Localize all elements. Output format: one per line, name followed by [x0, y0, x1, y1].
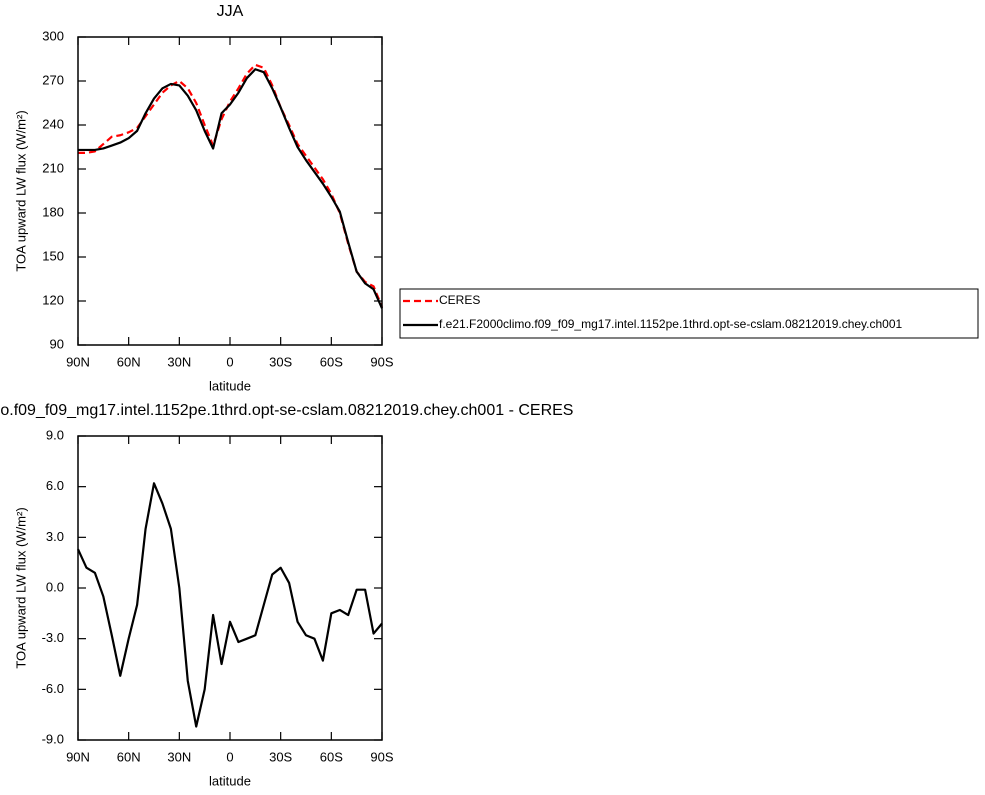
y-tick-label: 6.0: [46, 478, 64, 493]
x-tick-label: 90S: [370, 749, 393, 764]
y-tick-label: 240: [42, 116, 64, 131]
x-axis-label: latitude: [209, 378, 251, 393]
y-tick-label: 9.0: [46, 427, 64, 442]
y-axis-label: TOA upward LW flux (W/m²): [13, 110, 28, 271]
y-tick-label: -9.0: [42, 731, 64, 746]
x-tick-label: 60S: [320, 749, 343, 764]
x-tick-label: 60N: [117, 354, 141, 369]
series-line: [78, 63, 384, 308]
y-tick-label: 3.0: [46, 529, 64, 544]
y-tick-label: 0.0: [46, 579, 64, 594]
x-tick-label: 60S: [320, 354, 343, 369]
x-tick-label: 30N: [167, 354, 191, 369]
x-tick-label: 0: [226, 354, 233, 369]
x-tick-label: 0: [226, 749, 233, 764]
y-tick-label: -3.0: [42, 630, 64, 645]
x-axis-label: latitude: [209, 773, 251, 788]
series-line: [78, 68, 384, 309]
legend-label: f.e21.F2000climo.f09_f09_mg17.intel.1152…: [439, 317, 903, 331]
y-tick-label: 90: [50, 336, 64, 351]
y-tick-label: 300: [42, 28, 64, 43]
x-tick-label: 90N: [66, 749, 90, 764]
x-tick-label: 90S: [370, 354, 393, 369]
y-tick-label: 150: [42, 248, 64, 263]
x-tick-label: 30S: [269, 354, 292, 369]
series-line: [76, 482, 383, 728]
chart-title: JJA: [217, 3, 244, 20]
y-tick-label: 210: [42, 160, 64, 175]
y-tick-label: 270: [42, 72, 64, 87]
y-tick-label: 120: [42, 292, 64, 307]
x-tick-label: 90N: [66, 354, 90, 369]
plot-frame: [77, 435, 383, 741]
legend-box: [399, 288, 979, 339]
x-tick-label: 30S: [269, 749, 292, 764]
x-tick-label: 30N: [167, 749, 191, 764]
x-tick-label: 60N: [117, 749, 141, 764]
chart-title: f.e21.F2000climo.f09_f09_mg17.intel.1152…: [0, 402, 573, 419]
y-tick-label: -6.0: [42, 681, 64, 696]
y-tick-label: 180: [42, 204, 64, 219]
plot-frame: [77, 36, 383, 346]
y-axis-label: TOA upward LW flux (W/m²): [13, 507, 28, 668]
legend-label: CERES: [439, 293, 480, 307]
